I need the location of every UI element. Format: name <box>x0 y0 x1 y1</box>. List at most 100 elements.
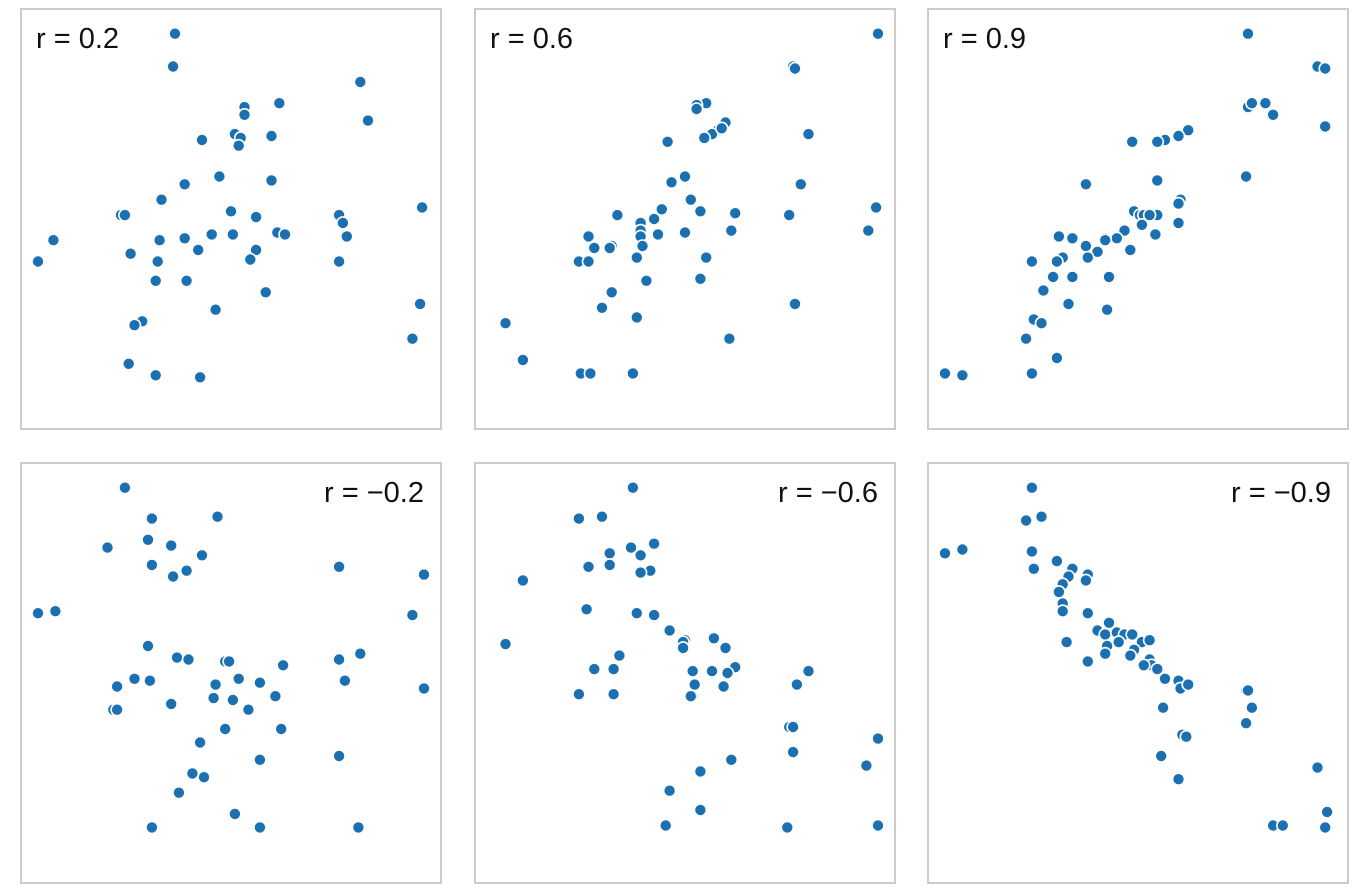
scatter-point <box>197 770 211 785</box>
scatter-panel-3: r = 0.9 <box>927 8 1349 430</box>
scatter-point <box>353 75 368 89</box>
scatter-point <box>790 677 804 692</box>
scatter-point <box>110 702 124 717</box>
scatter-point <box>177 177 192 192</box>
scatter-point <box>693 803 708 817</box>
scatter-point <box>1065 231 1080 246</box>
scatter-point <box>780 820 795 835</box>
scatter-point <box>1258 96 1273 110</box>
scatter-point <box>1181 123 1196 137</box>
scatter-point <box>148 368 163 383</box>
scatter-point <box>123 246 138 261</box>
scatter-point <box>145 558 159 572</box>
scatter-point <box>720 666 735 680</box>
scatter-plot-2 <box>498 26 885 381</box>
scatter-point <box>170 650 184 665</box>
scatter-point <box>581 229 596 244</box>
scatter-point <box>145 511 159 526</box>
scatter-point <box>572 687 586 701</box>
scatter-point <box>204 227 219 242</box>
scatter-point <box>1046 270 1060 284</box>
scatter-point <box>1171 196 1186 211</box>
scatter-point <box>1245 96 1259 110</box>
scatter-point <box>143 673 157 688</box>
scatter-point <box>662 783 677 798</box>
panel-label-2: r = 0.6 <box>490 23 574 55</box>
scatter-panel-1: r = 0.2 <box>20 8 442 430</box>
scatter-point <box>1142 208 1157 222</box>
scatter-point <box>606 662 621 676</box>
scatter-point <box>353 646 368 661</box>
scatter-point <box>243 252 258 267</box>
scatter-point <box>1310 760 1325 775</box>
scatter-point <box>1036 283 1051 298</box>
scatter-point <box>687 677 702 692</box>
scatter-point <box>1098 646 1112 661</box>
scatter-point <box>224 204 238 219</box>
scatter-point <box>332 652 346 667</box>
scatter-point <box>581 560 596 574</box>
scatter-point <box>572 511 586 526</box>
scatter-point <box>258 285 273 300</box>
scatter-point <box>581 254 596 269</box>
scatter-panel-5: r = −0.6 <box>474 462 896 884</box>
scatter-point <box>699 250 713 265</box>
scatter-point <box>185 766 200 781</box>
scatter-point <box>249 243 263 257</box>
scatter-point <box>141 533 155 547</box>
scatter-point <box>1050 254 1064 269</box>
scatter-point <box>1025 480 1039 495</box>
scatter-point <box>1125 627 1139 642</box>
scatter-point <box>626 480 640 495</box>
scatter-point <box>127 672 142 686</box>
scatter-point <box>595 300 609 315</box>
scatter-point <box>602 241 617 255</box>
scatter-point <box>193 370 207 385</box>
scatter-point <box>268 689 283 703</box>
scatter-point <box>154 192 169 207</box>
scatter-point <box>226 227 240 242</box>
scatter-point <box>1098 233 1112 247</box>
scatter-point <box>1318 119 1333 134</box>
scatter-point <box>1102 270 1116 284</box>
scatter-point <box>1318 61 1333 76</box>
scatter-point <box>1065 270 1080 284</box>
scatter-point <box>664 175 679 190</box>
scatter-point <box>191 243 205 257</box>
scatter-point <box>1239 169 1253 184</box>
scatter-point <box>110 679 124 694</box>
scatter-point <box>630 250 644 265</box>
scatter-point <box>801 127 816 141</box>
scatter-point <box>595 509 609 524</box>
scatter-point <box>689 102 704 116</box>
scatter-point <box>1148 227 1163 242</box>
scatter-point <box>1079 177 1093 192</box>
scatter-panel-6: r = −0.9 <box>927 462 1349 884</box>
scatter-point <box>1050 351 1064 365</box>
panel-label-6: r = −0.9 <box>1231 477 1331 509</box>
scatter-point <box>177 231 192 246</box>
scatter-point <box>612 648 627 663</box>
scatter-point <box>705 664 719 678</box>
scatter-point <box>1079 573 1093 588</box>
scatter-point <box>1055 604 1070 618</box>
scatter-point <box>678 169 692 184</box>
scatter-point <box>788 297 802 311</box>
scatter-point <box>1275 818 1290 833</box>
scatter-point <box>1150 662 1165 676</box>
scatter-point <box>1059 635 1074 649</box>
scatter-point <box>179 273 194 288</box>
scatter-point <box>630 310 644 325</box>
scatter-point <box>405 331 420 346</box>
scatter-point <box>1181 677 1196 692</box>
scatter-point <box>1135 218 1149 232</box>
scatter-point <box>1142 633 1157 647</box>
scatter-point <box>1052 229 1066 244</box>
scatter-point <box>231 138 246 153</box>
scatter-point <box>274 722 289 736</box>
scatter-point <box>31 254 45 269</box>
scatter-point <box>1171 772 1186 787</box>
scatter-point <box>1111 635 1126 649</box>
scatter-point <box>166 569 180 584</box>
